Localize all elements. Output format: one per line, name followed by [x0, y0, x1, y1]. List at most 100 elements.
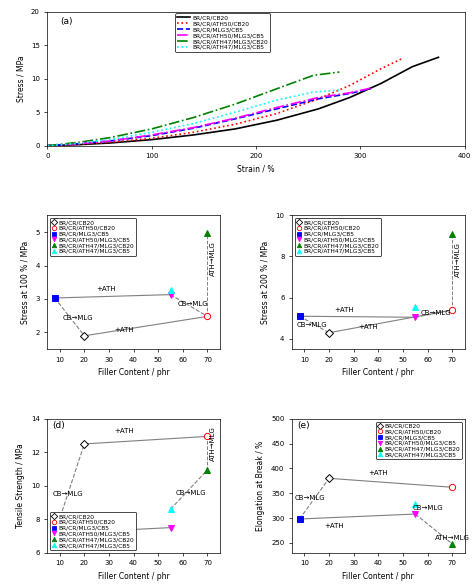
BR/CR/ATH50/MLG3/CB5: [368, 85, 374, 92]
BR/CR/ATH50/CB20: [107, 139, 113, 146]
BR/CR/CB20: [76, 141, 82, 148]
X-axis label: Filler Content / phr: Filler Content / phr: [98, 572, 170, 581]
Text: CB→MLG: CB→MLG: [178, 300, 209, 307]
BR/CR/ATH50/MLG3/CB5: [107, 138, 113, 145]
Y-axis label: Elongation at Break / %: Elongation at Break / %: [256, 440, 265, 531]
BR/CR/ATH47/MLG3/CB20: [149, 125, 155, 132]
BR/CR/MLG3/CB5: [316, 95, 321, 102]
BR/CR/ATH50/MLG3/CB5: [76, 140, 82, 147]
Text: CB→MLG: CB→MLG: [62, 315, 93, 320]
BR/CR/ATH50/CB20: [378, 65, 384, 72]
BR/CR/ATH50/CB20: [149, 135, 155, 142]
BR/CR/CB20: [232, 125, 238, 132]
BR/CR/ATH47/MLG3/CB5: [76, 140, 82, 147]
Y-axis label: Stress at 200 % / MPa: Stress at 200 % / MPa: [261, 240, 270, 324]
Text: +ATH: +ATH: [324, 523, 344, 529]
BR/CR/CB20: [191, 132, 196, 139]
Text: +ATH: +ATH: [114, 328, 134, 333]
BR/CR/CB20: [378, 80, 384, 87]
Y-axis label: Stress / MPa: Stress / MPa: [16, 55, 25, 102]
BR/CR/ATH50/MLG3/CB5: [191, 124, 196, 131]
BR/CR/ATH47/MLG3/CB20: [45, 142, 50, 149]
Text: +ATH: +ATH: [89, 528, 109, 534]
BR/CR/ATH50/CB20: [316, 95, 321, 102]
BR/CR/MLG3/CB5: [45, 142, 50, 149]
Text: (b): (b): [53, 218, 65, 227]
BR/CR/MLG3/CB5: [149, 132, 155, 139]
BR/CR/MLG3/CB5: [232, 115, 238, 122]
BR/CR/ATH47/MLG3/CB20: [310, 72, 316, 79]
Text: +ATH: +ATH: [114, 428, 134, 434]
X-axis label: Filler Content / phr: Filler Content / phr: [342, 369, 414, 377]
Legend: BR/CR/CB20, BR/CR/ATH50/CB20, BR/CR/MLG3/CB5, BR/CR/ATH50/MLG3/CB5, BR/CR/ATH47/: BR/CR/CB20, BR/CR/ATH50/CB20, BR/CR/MLG3…: [50, 218, 136, 256]
BR/CR/CB20: [45, 142, 50, 149]
BR/CR/ATH47/MLG3/CB20: [76, 139, 82, 146]
BR/CR/MLG3/CB5: [191, 125, 196, 132]
BR/CR/ATH50/CB20: [232, 121, 238, 128]
Text: ATH→MLG: ATH→MLG: [210, 426, 216, 460]
BR/CR/ATH47/MLG3/CB5: [149, 129, 155, 136]
Text: ATH→MLG: ATH→MLG: [210, 240, 216, 276]
BR/CR/CB20: [316, 105, 321, 112]
BR/CR/ATH50/CB20: [45, 142, 50, 149]
Line: BR/CR/CB20: BR/CR/CB20: [47, 57, 438, 146]
Line: BR/CR/MLG3/CB5: BR/CR/MLG3/CB5: [47, 89, 371, 146]
BR/CR/ATH50/MLG3/CB5: [316, 94, 321, 101]
X-axis label: Filler Content / phr: Filler Content / phr: [342, 572, 414, 581]
BR/CR/ATH47/MLG3/CB20: [107, 134, 113, 141]
Text: (e): (e): [297, 422, 310, 430]
BR/CR/ATH50/MLG3/CB5: [45, 142, 50, 149]
BR/CR/ATH50/MLG3/CB5: [149, 132, 155, 139]
BR/CR/ATH50/CB20: [191, 129, 196, 136]
Legend: BR/CR/CB20, BR/CR/ATH50/CB20, BR/CR/MLG3/CB5, BR/CR/ATH50/MLG3/CB5, BR/CR/ATH47/: BR/CR/CB20, BR/CR/ATH50/CB20, BR/CR/MLG3…: [376, 422, 462, 459]
Line: BR/CR/ATH47/MLG3/CB5: BR/CR/ATH47/MLG3/CB5: [47, 90, 339, 146]
BR/CR/ATH47/MLG3/CB5: [310, 89, 316, 96]
Text: +ATH: +ATH: [359, 323, 378, 330]
BR/CR/ATH47/MLG3/CB5: [107, 136, 113, 143]
Text: CB→MLG: CB→MLG: [175, 490, 206, 496]
BR/CR/ATH50/CB20: [274, 110, 280, 117]
BR/CR/ATH47/MLG3/CB20: [274, 85, 280, 92]
Text: ATH→MLG: ATH→MLG: [435, 535, 470, 542]
Line: BR/CR/ATH50/MLG3/CB5: BR/CR/ATH50/MLG3/CB5: [47, 88, 371, 146]
BR/CR/ATH47/MLG3/CB20: [191, 114, 196, 121]
BR/CR/CB20: [107, 139, 113, 146]
Text: CB→MLG: CB→MLG: [413, 505, 444, 510]
BR/CR/ATH50/MLG3/CB5: [232, 115, 238, 122]
BR/CR/CB20: [149, 136, 155, 143]
Legend: BR/CR/CB20, BR/CR/ATH50/CB20, BR/CR/MLG3/CB5, BR/CR/ATH50/MLG3/CB5, BR/CR/ATH47/: BR/CR/CB20, BR/CR/ATH50/CB20, BR/CR/MLG3…: [175, 14, 270, 52]
BR/CR/CB20: [347, 94, 353, 101]
BR/CR/ATH47/MLG3/CB5: [191, 120, 196, 127]
BR/CR/ATH50/CB20: [347, 82, 353, 89]
Text: CB→MLG: CB→MLG: [297, 322, 328, 328]
Line: BR/CR/ATH50/CB20: BR/CR/ATH50/CB20: [47, 59, 402, 146]
BR/CR/CB20: [274, 116, 280, 123]
Legend: BR/CR/CB20, BR/CR/ATH50/CB20, BR/CR/MLG3/CB5, BR/CR/ATH50/MLG3/CB5, BR/CR/ATH47/: BR/CR/CB20, BR/CR/ATH50/CB20, BR/CR/MLG3…: [295, 218, 381, 256]
Line: BR/CR/ATH47/MLG3/CB20: BR/CR/ATH47/MLG3/CB20: [47, 72, 339, 146]
Text: CB→MLG: CB→MLG: [52, 492, 83, 497]
BR/CR/CB20: [410, 63, 415, 70]
BR/CR/ATH50/MLG3/CB5: [347, 89, 353, 96]
Text: +ATH: +ATH: [368, 470, 388, 476]
Text: CB→MLG: CB→MLG: [295, 495, 325, 500]
BR/CR/CB20: [436, 54, 441, 61]
BR/CR/MLG3/CB5: [107, 138, 113, 145]
Y-axis label: Tensile Strength / MPa: Tensile Strength / MPa: [16, 443, 25, 528]
BR/CR/ATH47/MLG3/CB20: [337, 68, 342, 75]
BR/CR/ATH47/MLG3/CB5: [45, 142, 50, 149]
BR/CR/ATH50/CB20: [76, 141, 82, 148]
Text: ATH→MLG: ATH→MLG: [455, 242, 461, 277]
Text: (d): (d): [53, 422, 65, 430]
Y-axis label: Stress at 100 % / MPa: Stress at 100 % / MPa: [21, 240, 30, 324]
Text: +ATH: +ATH: [334, 307, 354, 313]
Text: (c): (c): [297, 218, 310, 227]
BR/CR/ATH47/MLG3/CB20: [232, 101, 238, 108]
X-axis label: Filler Content / phr: Filler Content / phr: [98, 369, 170, 377]
BR/CR/MLG3/CB5: [368, 85, 374, 92]
BR/CR/ATH47/MLG3/CB5: [274, 96, 280, 103]
Text: (a): (a): [60, 17, 73, 26]
BR/CR/MLG3/CB5: [76, 140, 82, 147]
BR/CR/ATH47/MLG3/CB5: [232, 109, 238, 116]
X-axis label: Strain / %: Strain / %: [237, 165, 275, 174]
BR/CR/MLG3/CB5: [274, 105, 280, 112]
